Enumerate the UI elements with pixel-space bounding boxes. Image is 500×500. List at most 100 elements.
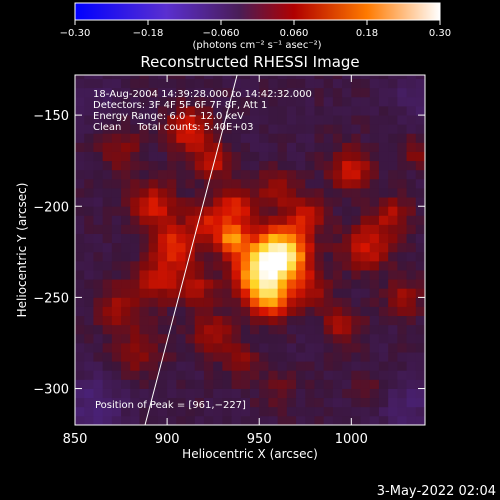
heatmap-cell xyxy=(305,115,315,125)
heatmap-cell xyxy=(84,160,94,171)
heatmap-cell xyxy=(84,361,94,371)
heatmap-cell xyxy=(148,342,159,353)
heatmap-cell xyxy=(139,288,150,298)
heatmap-cell xyxy=(388,215,398,225)
heatmap-cell xyxy=(185,279,196,289)
heatmap-cell xyxy=(176,124,186,134)
heatmap-cell xyxy=(323,87,334,98)
heatmap-cell xyxy=(139,379,150,389)
heatmap-cell xyxy=(194,233,205,244)
heatmap-cell xyxy=(360,178,371,189)
heatmap-cell xyxy=(314,361,325,371)
heatmap-cell xyxy=(157,160,168,171)
heatmap-cell xyxy=(213,115,223,125)
info-line: Detectors: 3F 4F 5F 6F 7F 8F, Att 1 xyxy=(93,100,267,111)
heatmap-cell xyxy=(259,96,269,107)
heatmap-cell xyxy=(369,105,380,116)
heatmap-cell xyxy=(121,133,131,143)
heatmap-cell xyxy=(130,251,140,262)
heatmap-cell xyxy=(213,206,223,216)
heatmap-cell xyxy=(268,242,279,253)
heatmap-cell xyxy=(157,388,168,399)
heatmap-cell xyxy=(157,206,168,216)
heatmap-cell xyxy=(139,324,150,335)
heatmap-cell xyxy=(130,78,140,89)
heatmap-cell xyxy=(286,105,297,116)
heatmap-cell xyxy=(102,160,113,171)
heatmap-cell xyxy=(231,124,242,134)
heatmap-cell xyxy=(84,75,94,80)
heatmap-cell xyxy=(240,169,251,180)
heatmap-cell xyxy=(130,224,140,234)
heatmap-cell xyxy=(75,105,85,116)
heatmap-cell xyxy=(222,388,232,399)
heatmap-cell xyxy=(194,260,205,271)
heatmap-cell xyxy=(240,415,251,425)
heatmap-cell xyxy=(250,133,260,143)
heatmap-cell xyxy=(259,142,269,152)
heatmap-cell xyxy=(378,324,389,335)
heatmap-cell xyxy=(351,178,361,189)
heatmap-cell xyxy=(130,260,140,271)
heatmap-cell xyxy=(415,306,425,317)
heatmap-cell xyxy=(231,197,242,207)
heatmap-cell xyxy=(93,260,104,271)
heatmap-cell xyxy=(93,224,104,234)
heatmap-cell xyxy=(323,288,334,298)
heatmap-cell xyxy=(121,324,131,335)
heatmap-cell xyxy=(102,361,113,371)
heatmap-cell xyxy=(351,288,361,298)
heatmap-cell xyxy=(305,324,315,335)
heatmap-cell xyxy=(397,224,407,234)
heatmap-cell xyxy=(286,388,297,399)
heatmap-cell xyxy=(286,197,297,207)
heatmap-cell xyxy=(75,361,85,371)
heatmap-cell xyxy=(378,105,389,116)
heatmap-cell xyxy=(360,188,371,198)
heatmap-cell xyxy=(397,78,407,89)
heatmap-cell xyxy=(84,406,94,417)
heatmap-cell xyxy=(332,188,343,198)
heatmap-cell xyxy=(296,124,306,134)
heatmap-cell xyxy=(397,270,407,280)
heatmap-cell xyxy=(222,115,232,125)
heatmap-cell xyxy=(369,215,380,225)
heatmap-cell xyxy=(369,251,380,262)
heatmap-cell xyxy=(342,133,352,143)
heatmap-cell xyxy=(415,215,425,225)
heatmap-cell xyxy=(139,333,150,344)
heatmap-cell xyxy=(342,397,352,408)
heatmap-cell xyxy=(231,379,242,389)
heatmap-cell xyxy=(194,169,205,180)
heatmap-cell xyxy=(406,96,417,107)
heatmap-cell xyxy=(102,315,113,326)
heatmap-cell xyxy=(93,75,104,80)
heatmap-cell xyxy=(286,370,297,380)
x-tick-label: 950 xyxy=(247,432,272,447)
heatmap-cell xyxy=(277,288,288,298)
heatmap-cell xyxy=(406,75,417,80)
heatmap-cell xyxy=(167,251,177,262)
heatmap-cell xyxy=(93,206,104,216)
heatmap-cell xyxy=(231,370,242,380)
heatmap-cell xyxy=(139,315,150,326)
heatmap-cell xyxy=(231,406,242,417)
heatmap-cell xyxy=(176,297,186,307)
heatmap-cell xyxy=(194,115,205,125)
heatmap-cell xyxy=(360,397,371,408)
heatmap-cell xyxy=(176,160,186,171)
heatmap-cell xyxy=(397,379,407,389)
heatmap-cell xyxy=(388,188,398,198)
heatmap-cell xyxy=(268,151,279,162)
heatmap-cell xyxy=(305,233,315,244)
heatmap-cell xyxy=(102,251,113,262)
heatmap-cell xyxy=(296,324,306,335)
heatmap-cells xyxy=(75,75,425,425)
heatmap-cell xyxy=(296,115,306,125)
heatmap-cell xyxy=(102,96,113,107)
heatmap-cell xyxy=(351,133,361,143)
heatmap-cell xyxy=(93,270,104,280)
heatmap-cell xyxy=(268,197,279,207)
heatmap-cell xyxy=(222,242,232,253)
heatmap-cell xyxy=(121,306,131,317)
